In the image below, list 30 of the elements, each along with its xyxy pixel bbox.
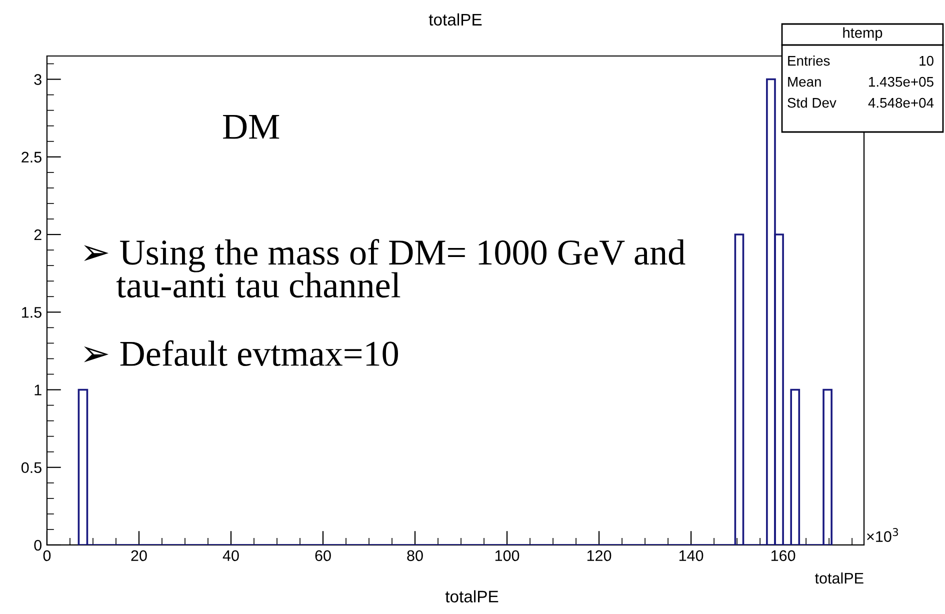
chart-title: totalPE xyxy=(428,13,482,26)
y-tick-label: 1 xyxy=(34,384,42,396)
y-tick-label: 0.5 xyxy=(21,462,42,474)
annotation: Entries xyxy=(788,56,830,66)
text: htemp xyxy=(843,27,882,41)
y-tick-label: 1.5 xyxy=(22,307,42,318)
y-tick-label: 2 xyxy=(34,229,42,240)
x-tick-label: 80 xyxy=(407,550,423,562)
annotation: ➢ Default evtmax=10 xyxy=(84,340,398,366)
text: 1.435e+05 xyxy=(869,76,934,87)
annotation: Std Dev xyxy=(788,98,836,108)
x-axis-title: totalPE xyxy=(814,572,864,584)
text: 4.548e+04 xyxy=(868,98,934,108)
y-tick-label: 3 xyxy=(34,74,42,85)
x-tick-label: 140 xyxy=(679,550,704,562)
text: ×10$^{3}$ xyxy=(867,528,898,542)
annotation: Mean xyxy=(788,77,821,87)
text: 10 xyxy=(920,56,934,66)
x-tick-label: 20 xyxy=(131,550,147,562)
x-tick-label: 160 xyxy=(771,550,796,562)
x-tick-label: 0 xyxy=(43,550,51,562)
annotation: ➢ Using the mass of DM= 1000 GeV and tau-anti tau channel xyxy=(84,239,686,298)
annotation: DM xyxy=(223,115,280,139)
y-tick-label: 2.5 xyxy=(22,152,42,163)
text: totalPE xyxy=(445,590,498,602)
x-tick-label: 100 xyxy=(495,550,520,562)
x-tick-label: 120 xyxy=(587,550,612,562)
y-tick-label: 0 xyxy=(34,540,42,551)
x-tick-label: 60 xyxy=(315,550,331,562)
x-tick-label: 40 xyxy=(222,550,239,562)
